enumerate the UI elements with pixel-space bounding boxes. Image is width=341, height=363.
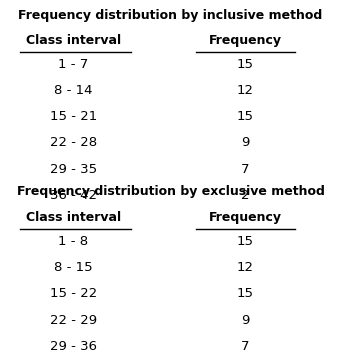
Text: 22 - 28: 22 - 28: [50, 136, 97, 150]
Text: Frequency distribution by exclusive method: Frequency distribution by exclusive meth…: [17, 185, 324, 198]
Text: 1 - 7: 1 - 7: [58, 58, 88, 71]
Text: 12: 12: [237, 261, 254, 274]
Text: Class interval: Class interval: [26, 34, 121, 48]
Text: 15: 15: [237, 110, 254, 123]
Text: 9: 9: [241, 136, 250, 150]
Text: Frequency: Frequency: [209, 34, 282, 48]
Text: 29 - 35: 29 - 35: [50, 163, 97, 176]
Text: 15: 15: [237, 235, 254, 248]
Text: 36 - 42: 36 - 42: [50, 189, 97, 202]
Text: Frequency distribution by inclusive method: Frequency distribution by inclusive meth…: [18, 9, 323, 22]
Text: 22 - 29: 22 - 29: [50, 314, 97, 327]
Text: 1 - 8: 1 - 8: [58, 235, 88, 248]
Text: 15: 15: [237, 58, 254, 71]
Text: 8 - 15: 8 - 15: [54, 261, 93, 274]
Text: Class interval: Class interval: [26, 211, 121, 224]
Text: 29 - 36: 29 - 36: [50, 340, 97, 353]
Text: 15 - 21: 15 - 21: [50, 110, 97, 123]
Text: 15: 15: [237, 287, 254, 301]
Text: Frequency: Frequency: [209, 211, 282, 224]
Text: 15 - 22: 15 - 22: [50, 287, 97, 301]
Text: 2: 2: [241, 189, 250, 202]
Text: 7: 7: [241, 163, 250, 176]
Text: 9: 9: [241, 314, 250, 327]
Text: 7: 7: [241, 340, 250, 353]
Text: 12: 12: [237, 84, 254, 97]
Text: 8 - 14: 8 - 14: [54, 84, 92, 97]
